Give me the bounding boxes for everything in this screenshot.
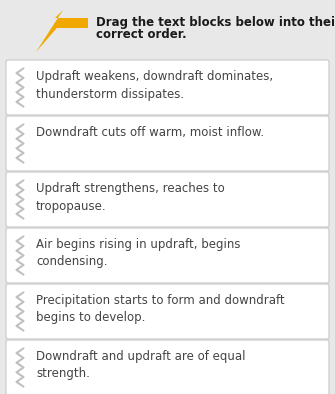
Text: Downdraft cuts off warm, moist inflow.: Downdraft cuts off warm, moist inflow. [36, 126, 264, 139]
Text: Updraft strengthens, reaches to
tropopause.: Updraft strengthens, reaches to tropopau… [36, 182, 225, 212]
FancyBboxPatch shape [6, 116, 329, 171]
FancyBboxPatch shape [6, 340, 329, 394]
Polygon shape [36, 10, 88, 52]
FancyBboxPatch shape [6, 172, 329, 227]
Text: Precipitation starts to form and downdraft
begins to develop.: Precipitation starts to form and downdra… [36, 294, 285, 325]
Text: Drag the text blocks below into their: Drag the text blocks below into their [96, 16, 335, 29]
FancyBboxPatch shape [6, 284, 329, 339]
Text: Downdraft and updraft are of equal
strength.: Downdraft and updraft are of equal stren… [36, 350, 246, 381]
Text: correct order.: correct order. [96, 28, 187, 41]
FancyBboxPatch shape [6, 60, 329, 115]
Text: Updraft weakens, downdraft dominates,
thunderstorm dissipates.: Updraft weakens, downdraft dominates, th… [36, 70, 273, 100]
FancyBboxPatch shape [6, 228, 329, 283]
Text: Air begins rising in updraft, begins
condensing.: Air begins rising in updraft, begins con… [36, 238, 241, 268]
